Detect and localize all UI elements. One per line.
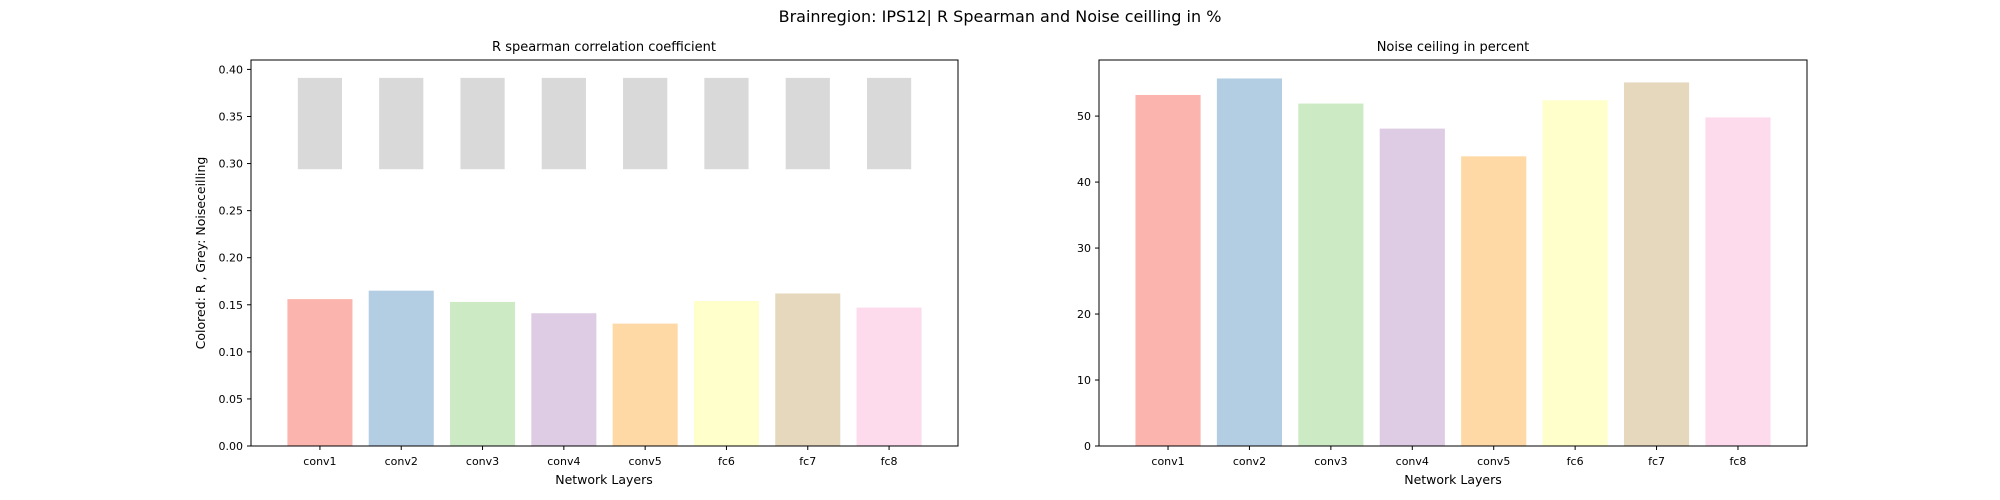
left-bar-conv4 [531, 313, 597, 446]
left-bar-conv5 [612, 323, 678, 446]
right-bar-conv5 [1461, 156, 1527, 447]
left-xtick-label: fc8 [881, 455, 898, 468]
figure-title: Brainregion: IPS12| R Spearman and Noise… [779, 7, 1222, 26]
left-ytick-label: 0.35 [219, 110, 244, 123]
right-chart: Noise ceiling in percent Network Layers … [1077, 40, 1808, 487]
right-bar-conv3 [1298, 103, 1364, 447]
right-bar-conv2 [1216, 78, 1283, 446]
left-ytick-label: 0.15 [219, 299, 244, 312]
left-chart-title: R spearman correlation coefficient [492, 40, 716, 55]
right-xtick-label: conv2 [1233, 455, 1266, 468]
left-bar-conv2 [368, 290, 434, 446]
right-ytick-label: 20 [1077, 308, 1091, 321]
right-plot-frame [1098, 59, 1808, 447]
left-bar-fc8 [856, 307, 922, 446]
left-chart-xlabel: Network Layers [555, 472, 653, 487]
right-xtick-label: fc7 [1648, 455, 1665, 468]
right-ytick-label: 50 [1077, 110, 1091, 123]
right-xtick-label: conv5 [1477, 455, 1510, 468]
right-chart-title: Noise ceiling in percent [1377, 40, 1530, 55]
left-ytick-label: 0.05 [219, 393, 244, 406]
right-xtick-label: conv1 [1151, 455, 1184, 468]
left-ytick-label: 0.40 [219, 63, 244, 76]
left-plot-frame [250, 59, 959, 447]
left-bar-fc7 [775, 293, 841, 446]
left-noise-bar-conv1 [297, 77, 343, 170]
left-xtick-label: conv4 [547, 455, 580, 468]
right-xtick-label: conv3 [1314, 455, 1347, 468]
left-xtick-label: conv3 [466, 455, 499, 468]
left-xtick-label: conv5 [629, 455, 662, 468]
right-ytick-label: 10 [1077, 374, 1091, 387]
left-noise-bar-conv2 [379, 77, 424, 170]
right-ytick-label: 30 [1077, 242, 1091, 255]
left-ytick-label: 0.10 [219, 346, 244, 359]
right-xtick-label: conv4 [1396, 455, 1429, 468]
right-bar-fc8 [1705, 117, 1771, 447]
right-bar-conv1 [1135, 94, 1201, 446]
left-noise-bar-conv4 [541, 77, 586, 170]
left-xtick-label: fc7 [799, 455, 816, 468]
right-ytick-label: 0 [1084, 440, 1091, 453]
left-noise-bar-fc8 [866, 77, 912, 170]
left-bar-fc6 [693, 301, 759, 446]
right-ytick-label: 40 [1077, 176, 1091, 189]
right-chart-xlabel: Network Layers [1404, 472, 1502, 487]
left-noise-bar-fc7 [785, 77, 830, 170]
left-noise-bar-conv3 [460, 77, 505, 170]
left-noise-bar-conv5 [623, 77, 668, 170]
left-chart: R spearman correlation coefficient Netwo… [193, 40, 959, 487]
left-bar-conv3 [450, 301, 516, 446]
left-bar-conv1 [287, 299, 353, 446]
left-chart-ylabel: Colored: R , Grey: Noiseceilling [193, 157, 208, 350]
left-noise-bar-fc6 [704, 77, 749, 170]
left-xtick-label: fc6 [718, 455, 735, 468]
left-xtick-label: conv1 [303, 455, 336, 468]
left-ytick-label: 0.00 [219, 440, 244, 453]
right-bar-fc6 [1542, 100, 1608, 446]
left-xtick-label: conv2 [385, 455, 418, 468]
left-ytick-label: 0.25 [219, 205, 244, 218]
left-ytick-label: 0.20 [219, 252, 244, 265]
right-xtick-label: fc8 [1730, 455, 1747, 468]
right-bar-conv4 [1379, 128, 1445, 446]
right-xtick-label: fc6 [1567, 455, 1584, 468]
right-bar-fc7 [1623, 82, 1690, 446]
left-ytick-label: 0.30 [219, 158, 244, 171]
